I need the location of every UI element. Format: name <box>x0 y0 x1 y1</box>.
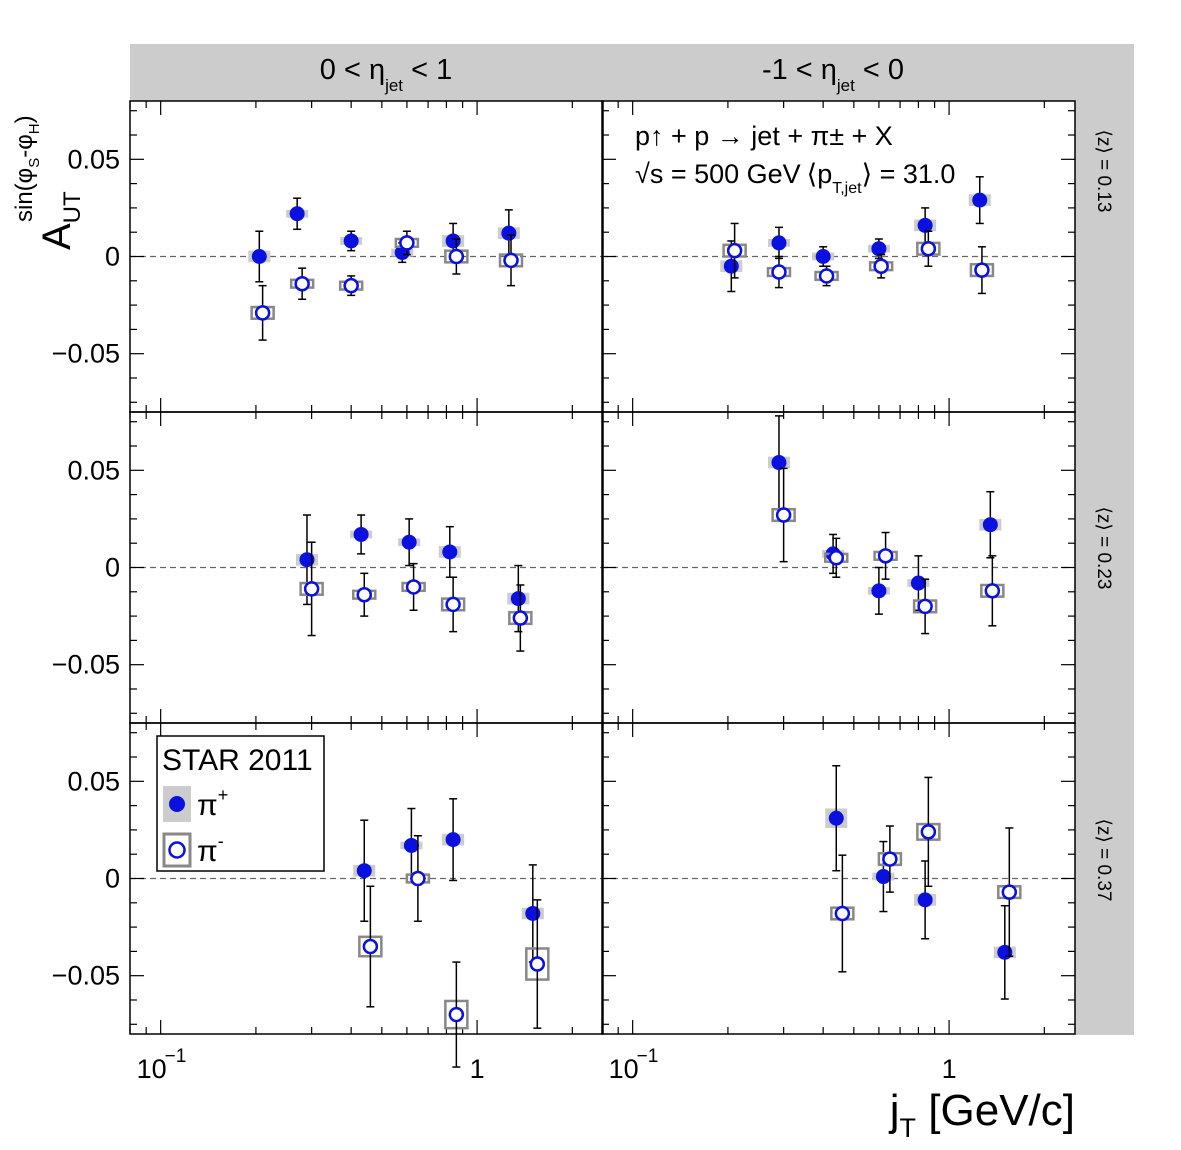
x-tick-label: 10 <box>137 1054 167 1084</box>
marker-pi-minus <box>974 262 990 278</box>
legend-marker-pi-minus <box>168 841 186 859</box>
row-label-2: ⟨z⟩ = 0.37 <box>1093 819 1114 902</box>
row-label-1: ⟨z⟩ = 0.23 <box>1093 507 1114 590</box>
marker-pi-plus <box>501 225 517 241</box>
marker-pi-plus <box>771 235 787 251</box>
marker-pi-minus <box>1001 884 1018 900</box>
marker-pi-plus <box>353 526 369 542</box>
marker-pi-minus <box>405 579 422 595</box>
marker-pi-minus <box>343 277 359 294</box>
marker-pi-plus <box>828 810 844 826</box>
marker-pi-plus <box>356 863 372 879</box>
column-header-bar <box>130 44 1134 101</box>
legend-swatch-pi-minus <box>162 832 192 868</box>
marker-pi-minus <box>356 586 373 603</box>
marker-pi-plus <box>401 534 417 550</box>
marker-pi-minus <box>775 507 792 523</box>
marker-pi-plus <box>972 192 988 208</box>
row-label-bar <box>1075 101 1134 1035</box>
legend-title: STAR 2011 <box>162 744 313 777</box>
x-tick-label-exponent: −1 <box>165 1046 187 1067</box>
marker-pi-plus <box>771 455 787 471</box>
marker-pi-minus <box>448 248 465 265</box>
svg-text:AUT: AUT <box>35 191 86 250</box>
marker-pi-plus <box>815 249 831 264</box>
marker-pi-minus <box>828 550 845 566</box>
marker-pi-minus <box>254 305 271 321</box>
marker-pi-plus <box>445 832 461 848</box>
marker-pi-plus <box>299 552 315 568</box>
marker-pi-minus <box>818 268 835 284</box>
x-tick-label: 1 <box>942 1054 957 1084</box>
marker-pi-minus <box>529 956 546 972</box>
row-label-0: ⟨z⟩ = 0.13 <box>1093 130 1114 213</box>
marker-pi-plus <box>910 575 926 591</box>
y-tick-label: −0.05 <box>52 650 120 680</box>
column-header-0: 0 < ηjet < 1 <box>320 54 452 95</box>
marker-pi-minus <box>294 275 310 292</box>
marker-pi-plus <box>917 217 933 233</box>
legend-marker-pi-plus <box>169 796 185 812</box>
marker-pi-minus <box>303 581 320 597</box>
marker-pi-minus <box>503 252 519 269</box>
energy-label: √s = 500 GeV ⟨pT,jet⟩ = 31.0 <box>635 159 955 197</box>
marker-pi-minus <box>512 610 529 626</box>
marker-pi-plus <box>442 544 458 560</box>
column-header-1: -1 < ηjet < 0 <box>762 54 904 95</box>
legend-label-pi-minus: π- <box>197 831 224 868</box>
marker-pi-plus <box>723 258 739 274</box>
marker-pi-plus <box>289 206 305 222</box>
marker-pi-plus <box>871 241 887 257</box>
marker-pi-plus <box>445 233 461 249</box>
legend-label-pi-plus: π+ <box>197 785 228 822</box>
legend: STAR 2011 π+ π- <box>156 735 325 872</box>
marker-pi-plus <box>917 892 933 908</box>
marker-pi-minus <box>448 1006 465 1023</box>
marker-pi-minus <box>984 583 1001 599</box>
marker-pi-minus <box>882 851 898 867</box>
x-tick-label: 10 <box>609 1054 639 1084</box>
y-tick-label: 0 <box>105 553 120 583</box>
y-tick-label: −0.05 <box>52 339 120 369</box>
marker-pi-plus <box>510 591 526 607</box>
x-axis-title: jT [GeV/c] <box>888 1086 1075 1143</box>
y-tick-label: −0.05 <box>52 961 120 991</box>
y-tick-label: 0 <box>105 864 120 894</box>
x-tick-label-exponent: −1 <box>637 1046 659 1067</box>
marker-pi-plus <box>875 869 891 885</box>
marker-pi-minus <box>920 240 937 257</box>
marker-pi-minus <box>877 548 894 564</box>
marker-pi-plus <box>525 905 541 921</box>
marker-pi-minus <box>410 870 426 887</box>
marker-pi-minus <box>399 235 415 251</box>
x-tick-label: 1 <box>470 1054 485 1084</box>
marker-pi-minus <box>726 242 743 259</box>
y-tick-label: 0.05 <box>67 455 120 485</box>
marker-pi-minus <box>834 905 851 922</box>
y-tick-label: 0 <box>105 242 120 272</box>
y-tick-label: 0.05 <box>67 144 120 174</box>
marker-pi-plus <box>403 837 419 853</box>
marker-pi-minus <box>445 596 461 613</box>
marker-pi-minus <box>362 938 379 955</box>
marker-pi-plus <box>251 249 267 264</box>
marker-pi-minus <box>920 824 937 840</box>
marker-pi-plus <box>982 517 998 533</box>
marker-pi-plus <box>343 233 359 249</box>
marker-pi-minus <box>873 258 889 274</box>
marker-pi-plus <box>871 583 887 599</box>
marker-pi-minus <box>771 264 787 280</box>
marker-pi-minus <box>917 598 933 615</box>
y-axis-title: AUT sin(φS-φH) <box>11 115 86 250</box>
svg-text:sin(φS-φH): sin(φS-φH) <box>11 115 43 222</box>
reaction-label: p↑ + p → jet + π± + X <box>635 121 893 151</box>
y-tick-label: 0.05 <box>67 766 120 796</box>
